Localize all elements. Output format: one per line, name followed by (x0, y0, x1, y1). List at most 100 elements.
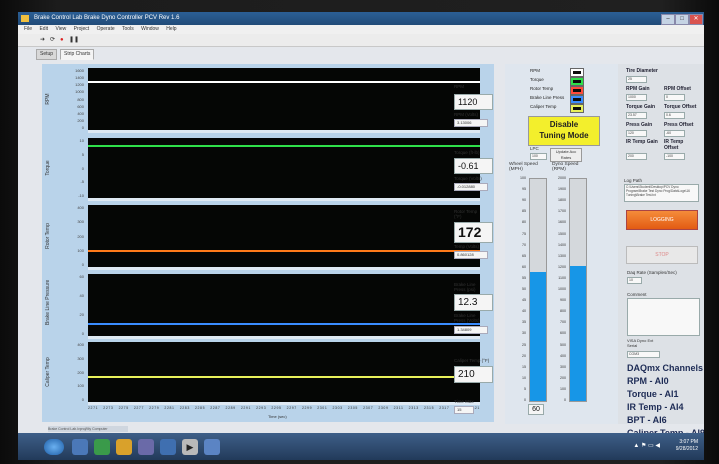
menu-edit[interactable]: Edit (39, 26, 49, 32)
scale-tick-label: 700 (560, 320, 566, 325)
tray-icons[interactable]: ▲ ⚑ ▭ ◀ (633, 443, 660, 449)
press-offset-input[interactable]: -60 (664, 130, 685, 137)
time-max-input[interactable]: 15 (454, 406, 474, 414)
browser-icon[interactable] (116, 439, 132, 455)
caliper-temp-value: 210 (454, 366, 493, 383)
legend-swatch[interactable] (570, 104, 584, 113)
tire-diameter-input[interactable]: 25 (626, 76, 647, 83)
readouts-column: RPM 1120 RPM (Volts) 3.13006 Torque (ft-… (454, 64, 500, 422)
run-continuous-icon[interactable]: ⟳ (50, 37, 56, 43)
x-tick-label: 2307 (363, 406, 374, 410)
torque-offset-input[interactable]: 0.6 (664, 112, 685, 119)
disable-tuning-line2: Tuning Mode (539, 131, 589, 140)
explorer-icon[interactable] (72, 439, 88, 455)
menu-help[interactable]: Help (166, 26, 177, 32)
tab-setup[interactable]: Setup (36, 49, 58, 60)
tab-strip-charts[interactable]: Strip Charts (60, 49, 95, 60)
torque-volts-label: Torque (Volts) (454, 176, 482, 181)
update-acc-rates-button[interactable]: Update Acc Rates (550, 148, 582, 162)
y-tick-label: 60 (79, 274, 84, 279)
log-path-input[interactable]: C:\Users\Student\Desktop\PCV Dyno Progra… (624, 184, 699, 202)
y-axis-label: RPM (45, 93, 51, 105)
clock[interactable]: 3:07 PM 9/28/2012 (676, 439, 698, 453)
scale-tick-label: 1400 (558, 242, 566, 247)
abort-icon[interactable]: ● (60, 37, 64, 43)
legend-swatch[interactable] (570, 95, 584, 104)
daq-rate-label: Daq Rate (Samples/Sec) (627, 270, 677, 275)
press-gain-input[interactable]: 120 (626, 130, 647, 137)
scale-tick-label: 60 (522, 264, 526, 269)
menu-window[interactable]: Window (141, 26, 159, 32)
caliper-temp-label: Caliper Temp (°F) (454, 358, 490, 363)
disable-tuning-button[interactable]: Disable Tuning Mode (528, 116, 600, 146)
stop-button[interactable]: STOP (626, 246, 698, 264)
legend-swatch[interactable] (570, 68, 584, 77)
x-tick-label: 2309 (378, 406, 389, 410)
start-button-icon[interactable] (44, 439, 64, 455)
menu-view[interactable]: View (55, 26, 67, 32)
series-trace (88, 145, 480, 147)
scale-tick-label: 30 (522, 331, 526, 336)
rpm-value: 1120 (454, 94, 493, 110)
rpm-gain-label: RPM Gain (626, 86, 650, 92)
menu-project[interactable]: Project (73, 26, 90, 32)
window-title: Brake Control Lab Brake Dyno Controller … (34, 15, 180, 21)
play-icon[interactable]: ▶ (182, 439, 198, 455)
pause-icon[interactable]: ❚❚ (69, 37, 80, 43)
scale-tick-label: 90 (522, 198, 526, 203)
scale-tick-label: 1800 (558, 198, 566, 203)
y-tick-label: 1200 (75, 82, 84, 88)
torque-gain-input[interactable]: 23.57 (626, 112, 647, 119)
rpm-offset-input[interactable]: 0 (664, 94, 685, 101)
document-icon[interactable] (160, 439, 176, 455)
run-arrow-icon[interactable]: ➜ (40, 37, 46, 43)
media-icon[interactable] (94, 439, 110, 455)
menu-operate[interactable]: Operate (96, 26, 115, 32)
window-titlebar: Brake Control Lab Brake Dyno Controller … (18, 12, 704, 25)
series-trace (88, 376, 480, 378)
labview-icon[interactable] (204, 439, 220, 455)
ir-offset-input[interactable]: -100 (664, 153, 685, 160)
rotor-volts-value: 0.860128 (454, 251, 488, 259)
clock-date: 9/28/2012 (675, 446, 698, 452)
logging-button[interactable]: LOGGING (626, 210, 698, 230)
scale-tick-label: 300 (560, 364, 566, 369)
legend-swatch[interactable] (570, 86, 584, 95)
scale-tick-label: 95 (522, 187, 526, 192)
ir-gain-input[interactable]: 200 (626, 153, 647, 160)
menu-tools[interactable]: Tools (122, 26, 134, 32)
scale-tick-label: 50 (522, 287, 526, 291)
legend-swatch[interactable] (570, 77, 584, 86)
comment-label: Comment (627, 292, 647, 297)
torque-value: -0.61 (454, 158, 493, 174)
rpm-gain-input[interactable]: 1000 (626, 94, 647, 101)
x-tick-label: 2313 (408, 406, 419, 410)
x-tick-label: 2289 (225, 406, 236, 410)
ir-offset-label: IR Temp Offset (664, 139, 684, 151)
maximize-button[interactable]: □ (675, 14, 689, 25)
legend-item: Torque (530, 77, 544, 82)
menu-file[interactable]: File (24, 26, 33, 32)
minimize-button[interactable]: – (661, 14, 675, 25)
rpm-label: RPM (454, 84, 464, 89)
y-tick-label: 1000 (75, 89, 84, 95)
y-tick-label: 300 (77, 219, 84, 225)
scale-tick-label: 80 (522, 220, 526, 225)
wheel-speed-bar (529, 178, 547, 402)
close-button[interactable]: ✕ (689, 14, 703, 25)
taskbar: ▶ ▲ ⚑ ▭ ◀ 3:07 PM 9/28/2012 (18, 433, 704, 460)
strip-chart-torque (88, 138, 480, 201)
scale-tick-label: 35 (522, 320, 526, 325)
y-tick-label: 20 (79, 312, 84, 317)
comment-input[interactable] (627, 298, 700, 336)
scale-tick-label: 1100 (558, 275, 566, 280)
x-tick-label: 2287 (210, 406, 221, 410)
y-axis-label: Torque (45, 160, 51, 176)
folder-icon[interactable] (138, 439, 154, 455)
lpc-input[interactable]: 100 (530, 153, 547, 160)
daq-rate-input[interactable]: 10 (627, 277, 642, 284)
visa-select[interactable]: COM3 (627, 351, 660, 358)
wheel-speed-value: 60 (528, 404, 544, 415)
y-tick-label: 10 (79, 138, 84, 143)
scale-tick-label: 45 (522, 298, 526, 303)
